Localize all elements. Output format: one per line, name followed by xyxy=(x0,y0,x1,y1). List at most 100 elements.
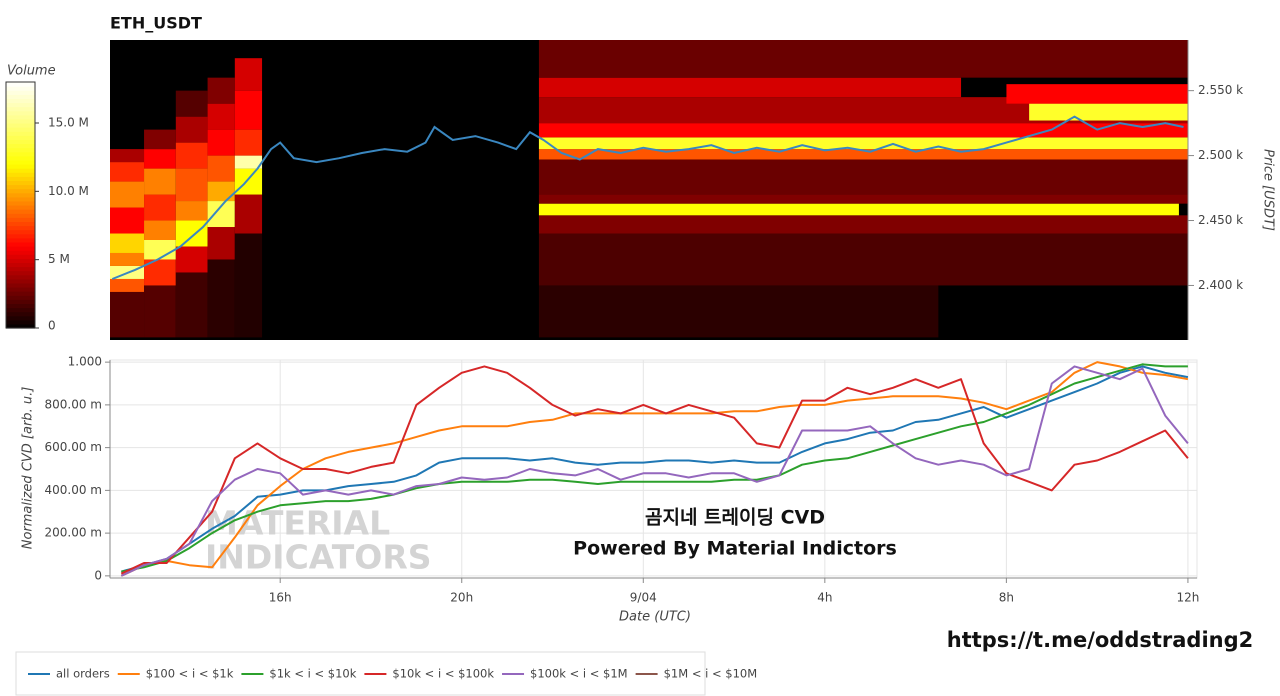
x-tick-label: 9/04 xyxy=(630,591,657,605)
heat-cell xyxy=(234,58,263,91)
chart-title: ETH_USDT xyxy=(110,14,202,33)
y-axis-label: Price [USDT] xyxy=(1261,149,1276,231)
heat-cell xyxy=(538,215,1188,234)
watermark: INDICATORS xyxy=(205,538,432,577)
heat-cell xyxy=(234,90,263,130)
heat-cell xyxy=(110,149,145,163)
colorbar-step xyxy=(6,106,35,112)
colorbar-step xyxy=(6,241,35,247)
x-tick-label: 12h xyxy=(1176,591,1199,605)
colorbar-tick-label: 15.0 M xyxy=(48,116,89,130)
colorbar-step xyxy=(6,135,35,140)
colorbar-step xyxy=(6,131,35,136)
colorbar-step xyxy=(6,229,35,235)
colorbar-step xyxy=(6,270,35,276)
heat-cell xyxy=(538,123,1188,138)
heat-cell xyxy=(110,207,145,234)
footer-link: https://t.me/oddstrading2 xyxy=(947,628,1254,652)
colorbar-step xyxy=(6,184,35,190)
x-tick-label: 20h xyxy=(450,591,473,605)
heat-cell xyxy=(110,181,145,208)
colorbar-step xyxy=(6,82,35,87)
heat-cell xyxy=(175,168,208,202)
heat-cell xyxy=(207,259,235,338)
heat-cell xyxy=(110,291,145,338)
colorbar-step xyxy=(6,159,35,165)
heat-cell xyxy=(538,77,962,98)
heat-cell xyxy=(144,129,176,150)
price-line xyxy=(111,115,1184,280)
colorbar-step xyxy=(6,155,35,161)
heat-cell xyxy=(175,90,208,117)
cvd-line xyxy=(120,365,1189,577)
y-tick-label: 200.00 m xyxy=(45,526,103,540)
annotation: Powered By Material Indictors xyxy=(573,538,897,560)
legend-label: $10k < i < $100k xyxy=(392,667,494,681)
heat-cell xyxy=(538,194,1188,204)
colorbar-step xyxy=(6,102,35,108)
heat-cell xyxy=(144,240,176,260)
heat-cell xyxy=(538,149,1188,160)
heat-cell xyxy=(234,168,263,195)
heat-cell xyxy=(175,272,208,338)
x-tick-label: 8h xyxy=(999,591,1014,605)
plot-frame xyxy=(109,359,1198,579)
x-axis-label: Date (UTC) xyxy=(619,610,691,625)
colorbar-step xyxy=(6,98,35,104)
colorbar-step xyxy=(6,237,35,243)
colorbar-step xyxy=(6,246,35,251)
colorbar-step xyxy=(6,94,35,99)
colorbar-step xyxy=(6,319,35,325)
colorbar-step xyxy=(6,168,35,173)
colorbar-step xyxy=(6,147,35,153)
x-tick-label: 16h xyxy=(269,591,292,605)
y-tick-label: 800.00 m xyxy=(45,397,103,411)
legend-label: $100 < i < $1k xyxy=(146,667,234,681)
heat-cell xyxy=(175,201,208,221)
colorbar-tick-label: 10.0 M xyxy=(48,184,89,198)
colorbar-step xyxy=(6,90,35,95)
heat-cell xyxy=(175,116,208,143)
legend-label: $100k < i < $1M xyxy=(530,667,628,681)
legend-label: $1M < i < $10M xyxy=(664,667,758,681)
heat-cell xyxy=(110,233,145,253)
heat-cell xyxy=(234,155,263,169)
heat-cell xyxy=(538,137,1188,150)
colorbar-step xyxy=(6,323,35,329)
colorbar-step xyxy=(6,114,35,120)
heat-cell xyxy=(144,220,176,240)
y-tick-label: 0 xyxy=(94,568,102,582)
heat-cell xyxy=(538,159,1188,195)
y-tick-label: 2.400 k xyxy=(1198,278,1243,292)
colorbar-step xyxy=(6,205,35,210)
cvd-line xyxy=(121,363,1188,573)
cvd-line xyxy=(120,361,1189,577)
colorbar-step xyxy=(6,127,35,132)
x-tick-label: 4h xyxy=(817,591,832,605)
heat-cell xyxy=(1006,84,1188,104)
colorbar-step xyxy=(6,307,35,313)
colorbar-step xyxy=(6,143,35,149)
colorbar-step xyxy=(6,180,35,186)
colorbar-step xyxy=(6,278,35,284)
colorbar-step xyxy=(6,221,35,227)
colorbar-step xyxy=(6,188,35,194)
colorbar-frame xyxy=(5,81,36,329)
colorbar-tick-label: 0 xyxy=(48,319,56,333)
colorbar-step xyxy=(6,274,35,280)
colorbar-step xyxy=(6,303,35,309)
heat-cell xyxy=(207,129,235,156)
colorbar-step xyxy=(6,258,35,263)
colorbar-label: Volume xyxy=(7,64,56,79)
legend-label: $1k < i < $10k xyxy=(269,667,356,681)
colorbar-step xyxy=(6,209,35,214)
colorbar-step xyxy=(6,164,35,169)
heat-cell xyxy=(538,233,1188,286)
heat-cell xyxy=(175,142,208,169)
heat-cell xyxy=(234,194,263,234)
colorbar-step xyxy=(6,139,35,145)
colorbar-step xyxy=(6,254,35,259)
y-tick-label: 2.500 k xyxy=(1198,148,1243,162)
colorbar-step xyxy=(6,282,35,288)
